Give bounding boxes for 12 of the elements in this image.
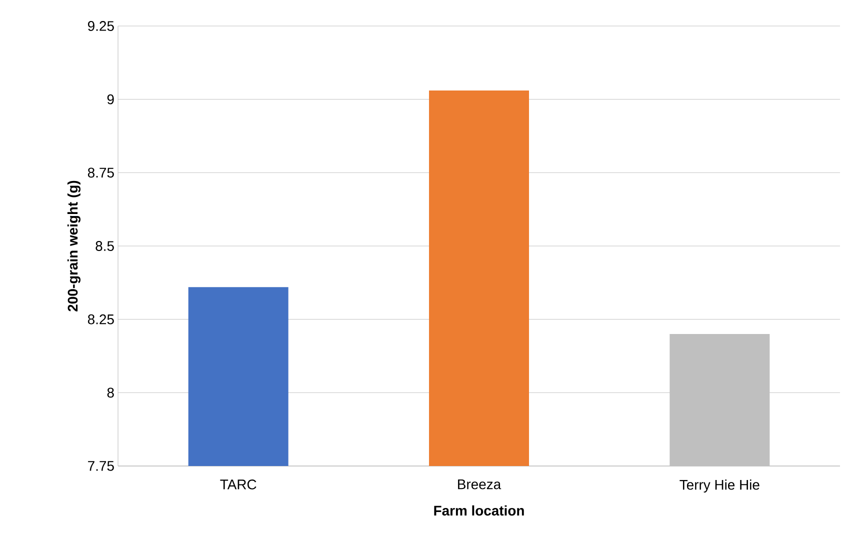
y-tick-label: 9.25 [88, 21, 114, 31]
y-tick-label: 8.25 [88, 314, 114, 324]
y-tick-label: 9 [107, 94, 114, 104]
x-tick-label: Breeza [458, 480, 502, 490]
y-tick-label: 7.75 [88, 461, 114, 471]
y-axis-title: 200-grain weight (g) [67, 180, 80, 312]
y-tick-label: 8 [107, 388, 114, 398]
y-tick-label: 8.5 [96, 241, 114, 251]
x-tick-label: Terry Hie Hie [680, 480, 760, 493]
x-tick-label: TARC [220, 480, 256, 490]
x-axis-title: Farm location [434, 505, 524, 516]
y-tick-label: 8.75 [88, 168, 114, 178]
